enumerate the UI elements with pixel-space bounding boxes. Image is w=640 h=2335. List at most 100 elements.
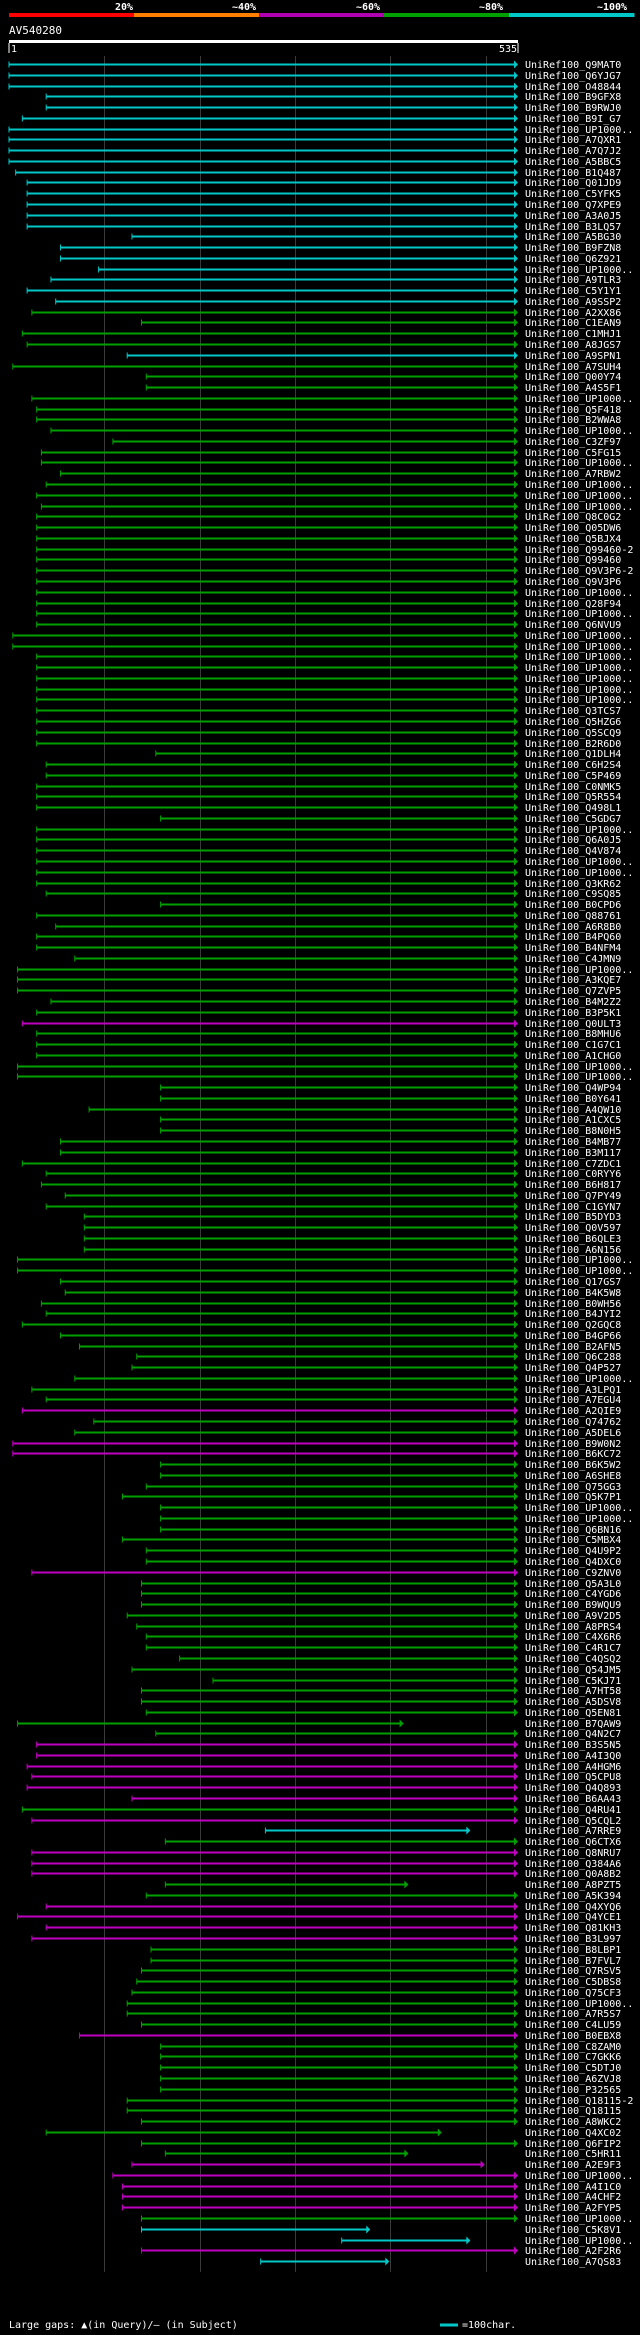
hit-row[interactable]: UniRef100_Q5BJX4 xyxy=(36,534,622,545)
hit-row[interactable]: UniRef100_Q5CPU8 xyxy=(31,1772,621,1783)
hit-row[interactable]: UniRef100_Q4DXC0 xyxy=(145,1557,621,1568)
hit-label[interactable]: UniRef100_UP1000.. xyxy=(525,1374,633,1385)
hit-label[interactable]: UniRef100_Q7PY49 xyxy=(525,1191,621,1202)
hit-label[interactable]: UniRef100_UP1000.. xyxy=(525,642,633,653)
hit-label[interactable]: UniRef100_Q1DLH4 xyxy=(525,749,621,760)
hit-row[interactable]: UniRef100_A4S5F1 xyxy=(145,383,621,394)
hit-row[interactable]: UniRef100_Q6BN16 xyxy=(160,1525,622,1536)
hit-row[interactable]: UniRef100_C0RYY6 xyxy=(45,1169,621,1180)
hit-label[interactable]: UniRef100_A7RBW2 xyxy=(525,469,621,480)
hit-row[interactable]: UniRef100_A6N156 xyxy=(83,1245,621,1256)
hit-row[interactable]: UniRef100_A4QW10 xyxy=(88,1105,621,1116)
hit-label[interactable]: UniRef100_A5BG30 xyxy=(525,232,621,243)
hit-label[interactable]: UniRef100_UP1000.. xyxy=(525,1503,633,1514)
hit-label[interactable]: UniRef100_B9WQU9 xyxy=(525,1600,621,1611)
hit-label[interactable]: UniRef100_B4PQ60 xyxy=(525,932,621,943)
hit-label[interactable]: UniRef100_UP1000.. xyxy=(525,685,633,696)
hit-label[interactable]: UniRef100_B3L997 xyxy=(525,1934,621,1945)
hit-label[interactable]: UniRef100_Q5SCQ9 xyxy=(525,728,621,739)
hit-label[interactable]: UniRef100_UP1000.. xyxy=(525,1072,633,1083)
hit-row[interactable]: UniRef100_UP1000.. xyxy=(40,502,633,513)
hit-label[interactable]: UniRef100_Q4WP94 xyxy=(525,1083,621,1094)
hit-label[interactable]: UniRef100_C4QSQ2 xyxy=(525,1654,621,1665)
hit-row[interactable]: UniRef100_A2F2R6 xyxy=(140,2246,621,2257)
hit-label[interactable]: UniRef100_UP1000.. xyxy=(525,1266,633,1277)
hit-label[interactable]: UniRef100_Q4N2C7 xyxy=(525,1729,621,1740)
hit-row[interactable]: UniRef100_UP1000.. xyxy=(50,426,633,437)
hit-row[interactable]: UniRef100_A3KQE7 xyxy=(17,975,622,986)
hit-row[interactable]: UniRef100_A4HGM6 xyxy=(26,1762,621,1773)
hit-row[interactable]: UniRef100_B9FZN8 xyxy=(59,243,621,254)
hit-label[interactable]: UniRef100_Q8C0G2 xyxy=(525,512,621,523)
hit-row[interactable]: UniRef100_A6R8B0 xyxy=(55,922,622,933)
hit-row[interactable]: UniRef100_UP1000.. xyxy=(40,458,633,469)
hit-row[interactable]: UniRef100_Q54JM5 xyxy=(131,1665,621,1676)
hit-label[interactable]: UniRef100_B4GP66 xyxy=(525,1331,621,1342)
hit-row[interactable]: UniRef100_Q7RSV5 xyxy=(140,1966,621,1977)
hit-label[interactable]: UniRef100_UP1000.. xyxy=(525,588,633,599)
hit-label[interactable]: UniRef100_Q6Z921 xyxy=(525,254,621,265)
hit-label[interactable]: UniRef100_B4M2Z2 xyxy=(525,997,621,1008)
hit-row[interactable]: UniRef100_C5KJ71 xyxy=(212,1676,621,1687)
hit-row[interactable]: UniRef100_B4K5W8 xyxy=(64,1288,621,1299)
hit-row[interactable]: UniRef100_B6H817 xyxy=(40,1180,621,1191)
hit-row[interactable]: UniRef100_B4M2Z2 xyxy=(50,997,621,1008)
hit-row[interactable]: UniRef100_A7EGU4 xyxy=(45,1395,621,1406)
hit-label[interactable]: UniRef100_Q9V3P6-2 xyxy=(525,566,633,577)
hit-label[interactable]: UniRef100_Q5F418 xyxy=(525,405,621,416)
hit-label[interactable]: UniRef100_C1EAN9 xyxy=(525,318,621,329)
hit-row[interactable]: UniRef100_Q18115-2 xyxy=(126,2096,633,2107)
hit-row[interactable]: UniRef100_C6H2S4 xyxy=(45,760,621,771)
hit-label[interactable]: UniRef100_C4R1C7 xyxy=(525,1643,621,1654)
hit-row[interactable]: UniRef100_C9ZNV0 xyxy=(31,1568,621,1579)
hit-row[interactable]: UniRef100_C4R1C7 xyxy=(145,1643,621,1654)
hit-row[interactable]: UniRef100_UP1000.. xyxy=(36,491,634,502)
hit-row[interactable]: UniRef100_B3M117 xyxy=(59,1148,621,1159)
hit-row[interactable]: UniRef100_UP1000.. xyxy=(36,695,634,706)
hit-row[interactable]: UniRef100_UP1000.. xyxy=(36,588,634,599)
hit-row[interactable]: UniRef100_A7HT58 xyxy=(140,1686,621,1697)
hit-label[interactable]: UniRef100_B0WH56 xyxy=(525,1299,621,1310)
hit-label[interactable]: UniRef100_B0Y641 xyxy=(525,1094,621,1105)
hit-label[interactable]: UniRef100_UP1000.. xyxy=(525,857,633,868)
hit-label[interactable]: UniRef100_C5HR11 xyxy=(525,2149,621,2160)
hit-label[interactable]: UniRef100_C5DBS8 xyxy=(525,1977,621,1988)
hit-label[interactable]: UniRef100_A6SHE8 xyxy=(525,1471,621,1482)
hit-label[interactable]: UniRef100_C1GYN7 xyxy=(525,1202,621,1213)
hit-label[interactable]: UniRef100_A1CHG0 xyxy=(525,1051,621,1062)
hit-label[interactable]: UniRef100_A6ZVJ8 xyxy=(525,2074,621,2085)
hit-label[interactable]: UniRef100_Q18115 xyxy=(525,2106,621,2117)
hit-label[interactable]: UniRef100_C9ZNV0 xyxy=(525,1568,621,1579)
hit-label[interactable]: UniRef100_B6QLE3 xyxy=(525,1234,621,1245)
hit-row[interactable]: UniRef100_A5K394 xyxy=(145,1891,621,1902)
hit-row[interactable]: UniRef100_C5YFK5 xyxy=(26,189,621,200)
hit-label[interactable]: UniRef100_Q9V3P6 xyxy=(525,577,621,588)
hit-label[interactable]: UniRef100_Q6FIP2 xyxy=(525,2139,621,2150)
hit-label[interactable]: UniRef100_A1CXC5 xyxy=(525,1115,621,1126)
hit-row[interactable]: UniRef100_Q05DW6 xyxy=(36,523,622,534)
hit-row[interactable]: UniRef100_A1CHG0 xyxy=(36,1051,622,1062)
hit-row[interactable]: UniRef100_Q4XC02 xyxy=(45,2128,621,2139)
hit-label[interactable]: UniRef100_Q7RSV5 xyxy=(525,1966,621,1977)
hit-row[interactable]: UniRef100_C5FG15 xyxy=(40,448,621,459)
hit-label[interactable]: UniRef100_Q4P527 xyxy=(525,1363,621,1374)
hit-label[interactable]: UniRef100_C5DTJ0 xyxy=(525,2063,621,2074)
hit-row[interactable]: UniRef100_B6AA43 xyxy=(131,1794,621,1805)
hit-row[interactable]: UniRef100_Q9V3P6 xyxy=(36,577,622,588)
hit-label[interactable]: UniRef100_Q75GG3 xyxy=(525,1482,621,1493)
hit-row[interactable]: UniRef100_B4MB77 xyxy=(59,1137,621,1148)
hit-row[interactable]: UniRef100_A5DSV8 xyxy=(140,1697,621,1708)
hit-row[interactable]: UniRef100_A7QS83 xyxy=(260,2257,622,2268)
hit-label[interactable]: UniRef100_Q17GS7 xyxy=(525,1277,621,1288)
hit-label[interactable]: UniRef100_Q75CF3 xyxy=(525,1988,621,1999)
hit-row[interactable]: UniRef100_C5Y1Y1 xyxy=(26,286,621,297)
hit-label[interactable]: UniRef100_A3A0J5 xyxy=(525,211,621,222)
hit-label[interactable]: UniRef100_B2WWA8 xyxy=(525,415,621,426)
hit-row[interactable]: UniRef100_UP1000.. xyxy=(112,2171,633,2182)
hit-label[interactable]: UniRef100_A4HGM6 xyxy=(525,1762,621,1773)
hit-row[interactable]: UniRef100_A3LPQ1 xyxy=(31,1385,621,1396)
hit-label[interactable]: UniRef100_Q6BN16 xyxy=(525,1525,621,1536)
hit-label[interactable]: UniRef100_Q9MAT0 xyxy=(525,60,621,71)
hit-row[interactable]: UniRef100_UP1000.. xyxy=(36,868,634,879)
hit-label[interactable]: UniRef100_C0RYY6 xyxy=(525,1169,621,1180)
